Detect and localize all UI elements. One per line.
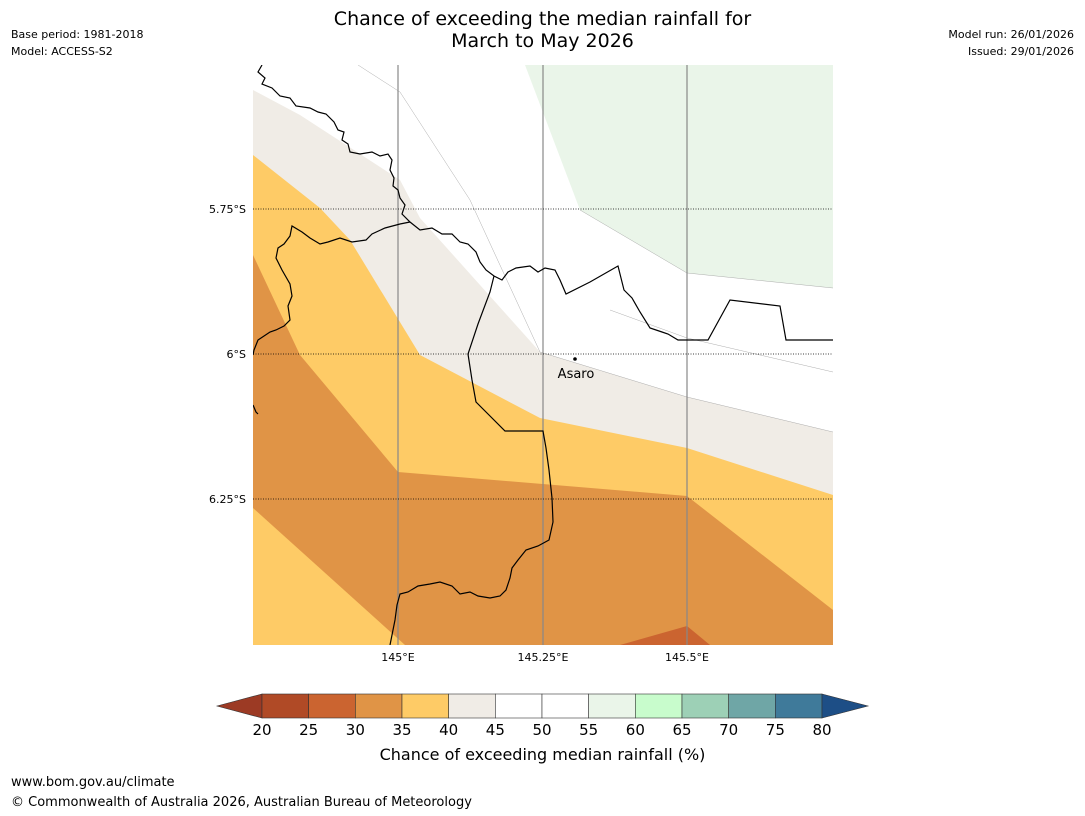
lon-label-145-5e: 145.5°E — [665, 651, 709, 664]
colorbar-segments — [261, 693, 823, 719]
axis-labels: 5.75°S 6°S 6.25°S 145°E 145.25°E 145.5°E — [209, 203, 709, 664]
boundary-central — [389, 275, 554, 645]
meta-left: Base period: 1981-2018 Model: ACCESS-S2 — [11, 26, 143, 60]
colorbar-segment-25-30 — [308, 693, 356, 719]
graticule — [253, 65, 833, 645]
place-marker-asaro: Asaro — [558, 357, 595, 382]
colorbar-tick-labels: 20 25 30 35 40 45 50 55 60 65 70 75 80 — [252, 721, 831, 739]
footer-url[interactable]: www.bom.gov.au/climate — [11, 775, 175, 790]
map-title-line1: Chance of exceeding the median rainfall … — [333, 8, 752, 30]
colorbar-under-arrow — [215, 693, 263, 719]
colorbar-over-arrow — [821, 693, 870, 719]
colorbar-tick-30: 30 — [346, 721, 365, 739]
colorbar-segment-20-25 — [261, 693, 309, 719]
colorbar-tick-70: 70 — [719, 721, 738, 739]
colorbar-segment-35-40 — [401, 693, 449, 719]
map-title: Chance of exceeding the median rainfall … — [0, 8, 1085, 52]
colorbar-segment-65-70 — [681, 693, 729, 719]
meta-right: Model run: 26/01/2026 Issued: 29/01/2026 — [948, 26, 1074, 60]
colorbar-tick-75: 75 — [766, 721, 785, 739]
province-boundaries — [253, 65, 833, 645]
colorbar-tick-55: 55 — [579, 721, 598, 739]
colorbar-tick-45: 45 — [486, 721, 505, 739]
colorbar-tick-50: 50 — [532, 721, 551, 739]
colorbar-segment-70-75 — [728, 693, 776, 719]
boundary-north — [257, 65, 833, 341]
map-panel: Asaro 5.75°S 6°S 6.25°S 145°E 145.25°E 1… — [209, 65, 833, 664]
colorbar-tick-35: 35 — [392, 721, 411, 739]
colorbar-segment-40-45 — [448, 693, 496, 719]
model-name: Model: ACCESS-S2 — [11, 45, 113, 58]
boundary-fragment — [253, 404, 259, 415]
footer-copyright: © Commonwealth of Australia 2026, Austra… — [11, 795, 472, 810]
asaro-label: Asaro — [558, 367, 595, 382]
lat-label-6s: 6°S — [227, 348, 246, 361]
colorbar-segment-50-55 — [541, 693, 589, 719]
asaro-dot — [573, 357, 577, 361]
issued-date: Issued: 29/01/2026 — [967, 45, 1074, 58]
colorbar-segment-75-80 — [775, 693, 823, 719]
colorbar-segment-30-35 — [355, 693, 403, 719]
colorbar-segment-60-65 — [635, 693, 683, 719]
model-run: Model run: 26/01/2026 — [948, 28, 1074, 41]
colorbar-title: Chance of exceeding median rainfall (%) — [379, 745, 706, 764]
lat-label-5-75s: 5.75°S — [209, 203, 246, 216]
colorbar-tick-60: 60 — [626, 721, 645, 739]
colorbar-tick-65: 65 — [672, 721, 691, 739]
region-55-60 — [525, 65, 833, 288]
region-35-40-southwest — [253, 508, 405, 645]
lat-label-6-25s: 6.25°S — [209, 493, 246, 506]
colorbar-tick-20: 20 — [252, 721, 271, 739]
colorbar-segment-45-50 — [495, 693, 543, 719]
boundary-west — [253, 221, 411, 356]
map-title-line2: March to May 2026 — [451, 30, 634, 52]
lon-label-145-25e: 145.25°E — [518, 651, 569, 664]
colorbar-tick-25: 25 — [299, 721, 318, 739]
colorbar: 20 25 30 35 40 45 50 55 60 65 70 75 80 — [215, 693, 870, 739]
colorbar-segment-55-60 — [588, 693, 636, 719]
base-period: Base period: 1981-2018 — [11, 28, 144, 41]
lon-label-145e: 145°E — [381, 651, 414, 664]
colorbar-tick-80: 80 — [812, 721, 831, 739]
colorbar-tick-40: 40 — [439, 721, 458, 739]
